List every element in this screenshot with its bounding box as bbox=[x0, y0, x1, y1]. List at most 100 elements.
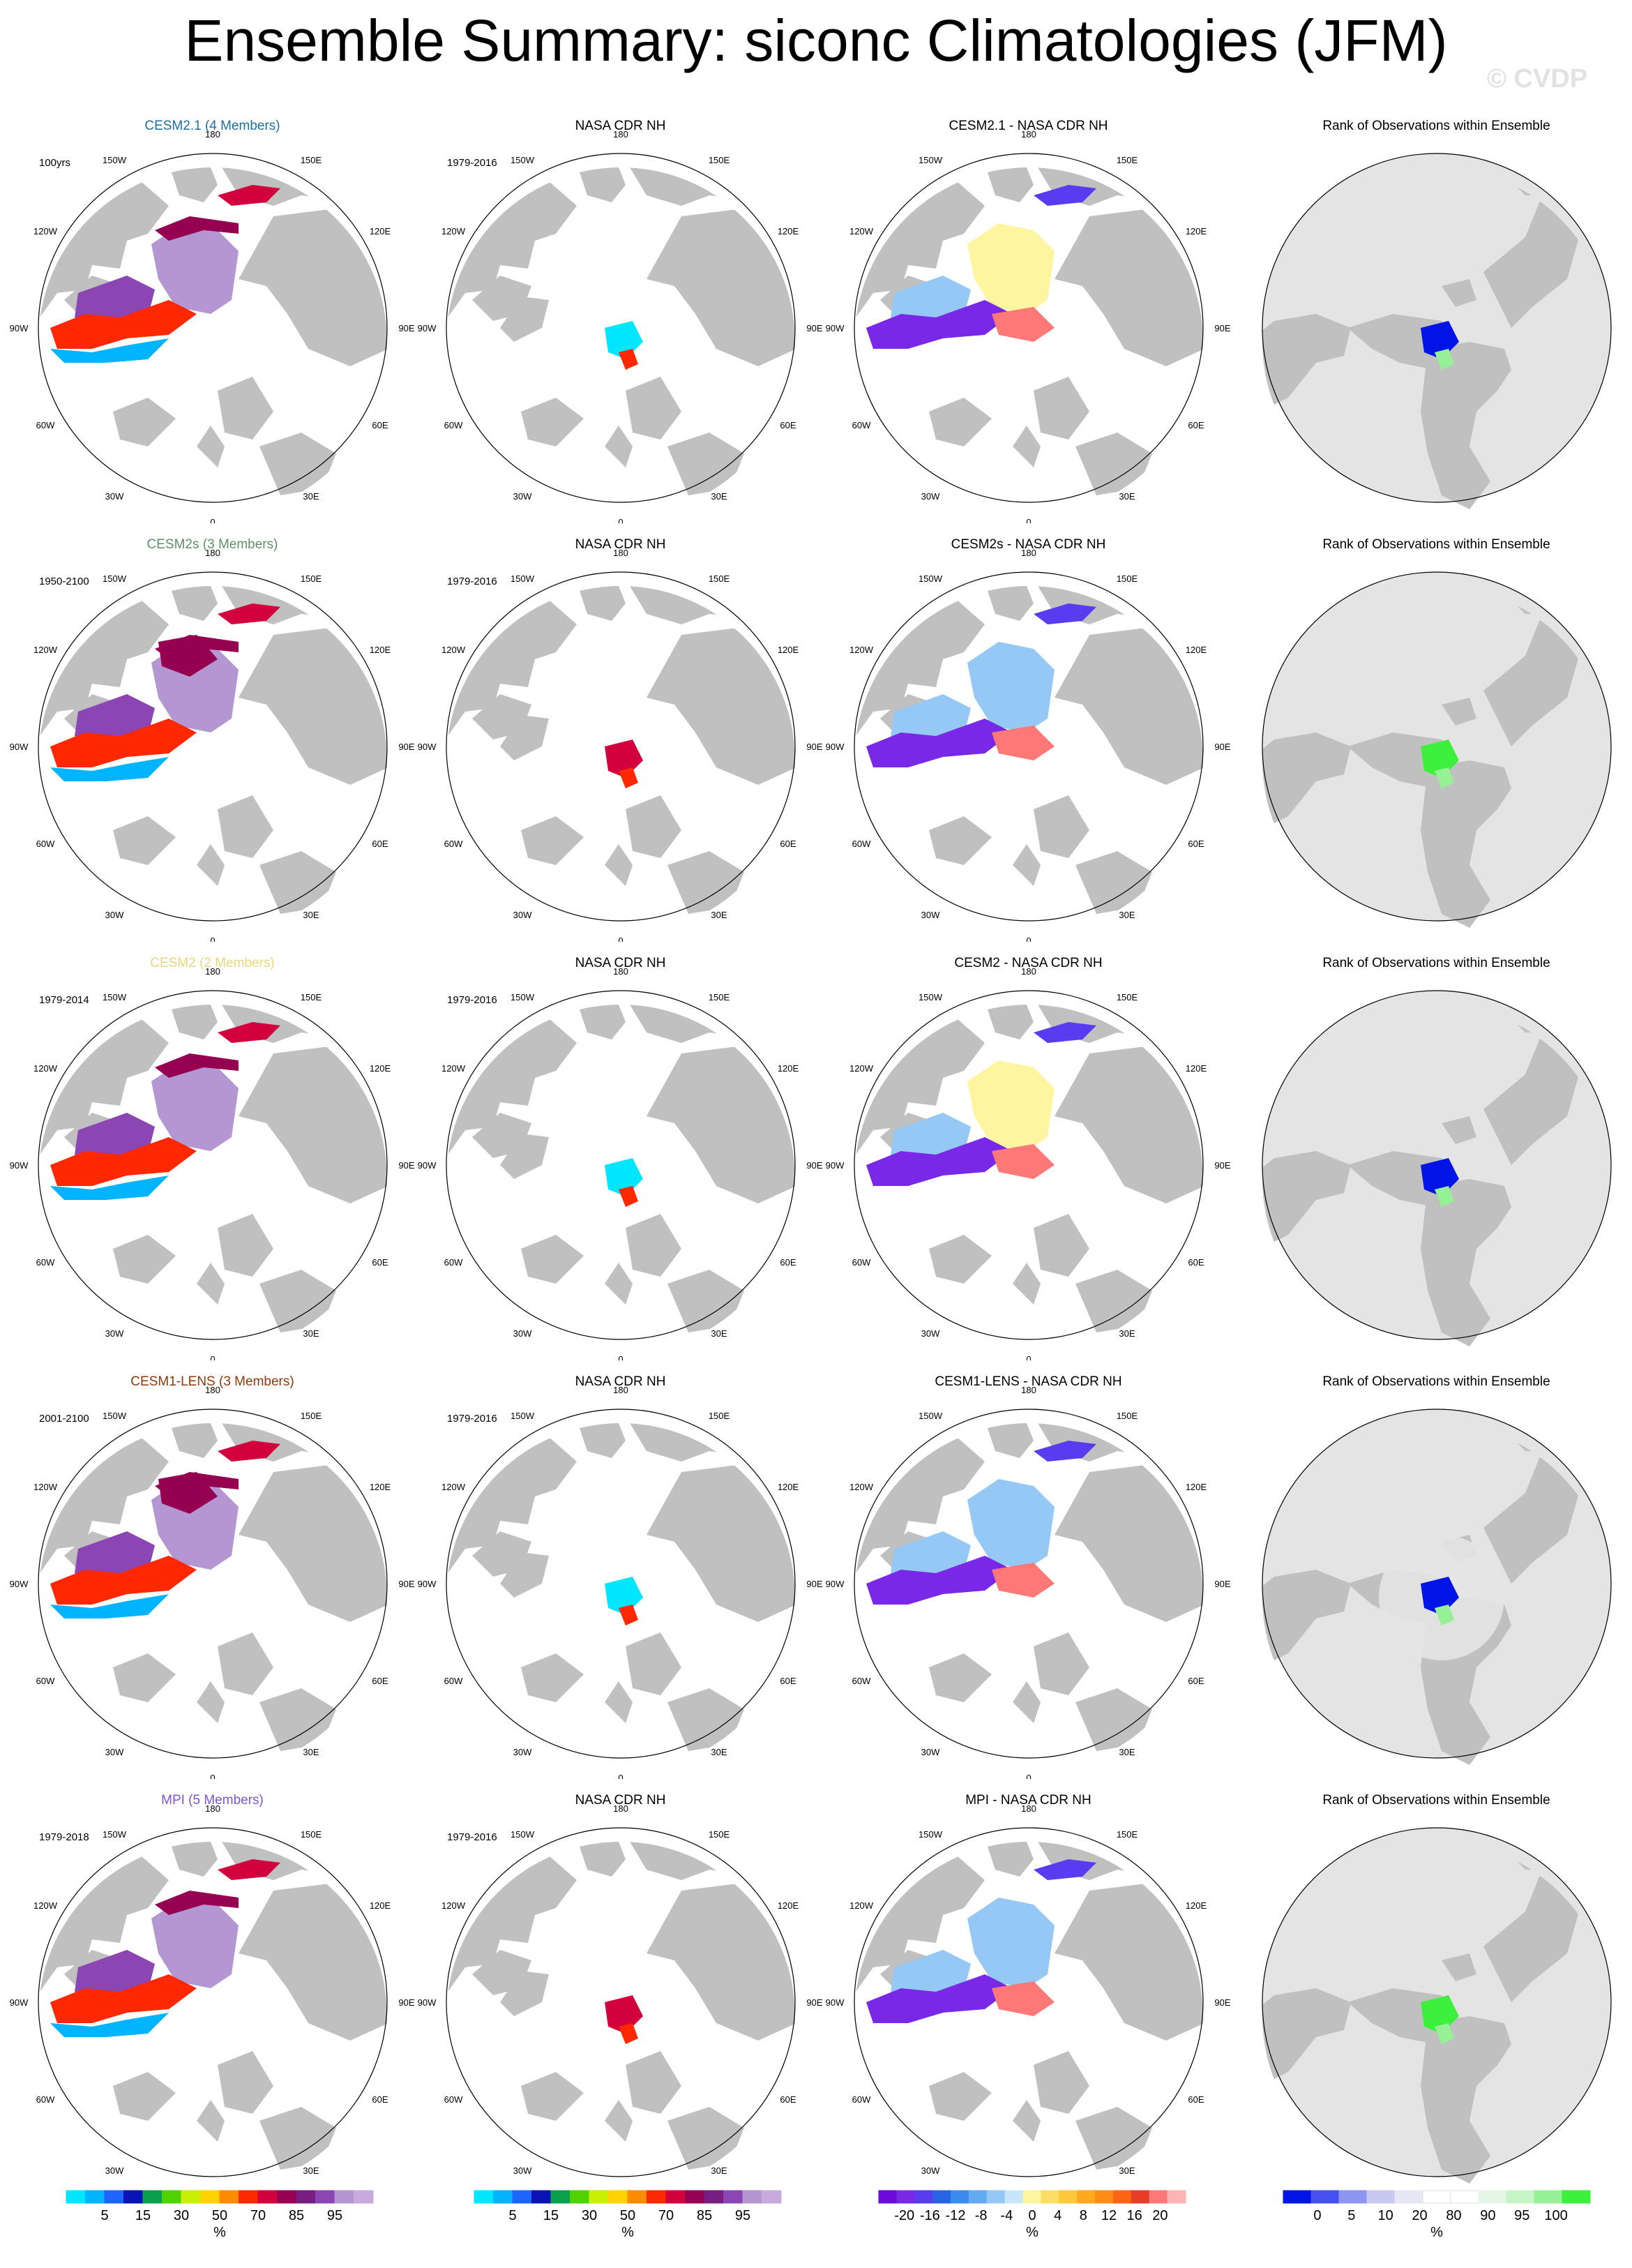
colorbar-swatch bbox=[200, 2190, 220, 2204]
colorbar-swatch bbox=[968, 2190, 988, 2204]
colorbar-swatch bbox=[1394, 2190, 1423, 2204]
longitude-label: 60W bbox=[36, 1676, 55, 1686]
panel-rank: Rank of Observations within Ensemble bbox=[1232, 523, 1632, 942]
land-mass bbox=[259, 851, 336, 914]
land-mass bbox=[1483, 188, 1581, 328]
land-mass bbox=[1013, 426, 1041, 467]
longitude-label: 60W bbox=[852, 1676, 871, 1686]
diff-barents bbox=[992, 726, 1055, 760]
ice-core bbox=[151, 1060, 239, 1151]
rank-patch bbox=[605, 1158, 643, 1196]
diff-title: CESM1-LENS - NASA CDR NH bbox=[935, 1374, 1122, 1389]
longitude-label: 90E bbox=[806, 1997, 822, 2008]
diff-atlantic bbox=[866, 719, 1013, 767]
longitude-label: 90E bbox=[398, 742, 414, 752]
rank-patch-secondary bbox=[1435, 767, 1454, 788]
land-mass bbox=[1034, 377, 1089, 440]
longitude-label: 0 bbox=[210, 1354, 215, 1360]
longitude-label: 30W bbox=[921, 1328, 940, 1339]
longitude-label: 120W bbox=[33, 645, 58, 655]
land-mass bbox=[446, 1019, 577, 1155]
longitude-label: 90E bbox=[1214, 1160, 1230, 1171]
colorbar-swatch bbox=[742, 2190, 762, 2204]
model-title: CESM2s (3 Members) bbox=[146, 537, 278, 552]
longitude-label: 120W bbox=[849, 1482, 874, 1492]
period-label: 1979-2014 bbox=[39, 994, 89, 1006]
longitude-label: 60E bbox=[372, 420, 388, 430]
ice-core bbox=[151, 223, 239, 314]
colorbar-swatch bbox=[932, 2190, 952, 2204]
diff-bering bbox=[1034, 603, 1096, 624]
longitude-label: 150W bbox=[511, 1411, 535, 1421]
ice-margin-atlantic bbox=[50, 1176, 169, 1200]
map-border bbox=[446, 1827, 796, 2177]
longitude-label: 120E bbox=[778, 1482, 799, 1492]
longitude-label: 150W bbox=[511, 992, 535, 1002]
land-mass bbox=[239, 209, 387, 366]
longitude-label: 60W bbox=[852, 839, 871, 849]
longitude-label: 150E bbox=[709, 573, 730, 584]
longitude-label: 0 bbox=[210, 936, 215, 942]
colorbar-tick-label: -4 bbox=[1000, 2208, 1013, 2223]
colorbar-swatch bbox=[951, 2190, 969, 2204]
colorbar-swatch bbox=[1422, 2190, 1451, 2204]
ice-margin-atlantic bbox=[50, 1594, 169, 1619]
colorbar-swatch bbox=[1283, 2190, 1312, 2204]
longitude-label: 120E bbox=[778, 1063, 799, 1074]
land-mass bbox=[626, 377, 681, 440]
longitude-label: 120W bbox=[33, 1063, 58, 1074]
land-mass bbox=[985, 167, 1034, 202]
longitude-label: 180 bbox=[613, 966, 628, 977]
colorbar-tick-label: -20 bbox=[894, 2208, 914, 2223]
longitude-label: 0 bbox=[1026, 1773, 1031, 1779]
rank-patch-secondary bbox=[619, 2023, 638, 2044]
land-mass bbox=[985, 586, 1034, 621]
colorbar-swatch bbox=[1450, 2190, 1479, 2204]
longitude-label: 0 bbox=[1026, 517, 1031, 523]
longitude-label: 150W bbox=[919, 1411, 943, 1421]
rank-map bbox=[1262, 1827, 1612, 2184]
colorbar-tick-label: 95 bbox=[1514, 2208, 1529, 2223]
longitude-label: 180 bbox=[1021, 1803, 1036, 1814]
map-border bbox=[38, 571, 388, 922]
longitude-label: 30E bbox=[303, 1328, 319, 1339]
colorbar-tick-label: 80 bbox=[1446, 2208, 1461, 2223]
land-mass bbox=[854, 1856, 985, 1992]
diff-bering bbox=[1034, 1441, 1096, 1462]
colorbar-swatch bbox=[627, 2190, 647, 2204]
longitude-label: 60E bbox=[780, 420, 796, 430]
colorbar-swatch bbox=[66, 2190, 86, 2204]
longitude-label: 120E bbox=[370, 1482, 391, 1492]
longitude-label: 90E bbox=[1214, 1997, 1230, 2008]
longitude-label: 120E bbox=[1186, 1063, 1207, 1074]
longitude-label: 120W bbox=[441, 1900, 466, 1911]
land-mass bbox=[1013, 2100, 1041, 2142]
longitude-label: 90W bbox=[826, 323, 845, 333]
land-mass bbox=[218, 377, 273, 440]
colorbar-tick-label: 15 bbox=[135, 2208, 151, 2223]
longitude-label: 30E bbox=[711, 2165, 727, 2176]
longitude-label: 90E bbox=[398, 1579, 414, 1589]
longitude-label: 150E bbox=[301, 992, 322, 1002]
colorbar-swatch bbox=[685, 2190, 705, 2204]
diff-title: CESM2.1 - NASA CDR NH bbox=[949, 119, 1108, 133]
longitude-label: 180 bbox=[1021, 966, 1036, 977]
land-mass bbox=[667, 2107, 744, 2170]
map-border bbox=[446, 153, 796, 503]
land-mass bbox=[626, 2051, 681, 2114]
panel-obs: 180 150E 120E 90E 60E 30E 0 30W 60W 90W 120W 150W NA… bbox=[416, 1360, 824, 1779]
map-border bbox=[1262, 990, 1612, 1340]
colorbar-unit: % bbox=[1430, 2225, 1443, 2240]
land-mass bbox=[577, 1423, 626, 1458]
panel-diff: 180150E120E90E60E30E030W60W90W120W150WMP… bbox=[824, 1779, 1232, 2198]
longitude-label: 90W bbox=[418, 742, 437, 752]
colorbar-tick-label: -16 bbox=[920, 2208, 940, 2223]
land-mass bbox=[1055, 209, 1203, 366]
colorbar-swatch bbox=[1506, 2190, 1535, 2204]
rank-patch-secondary bbox=[1435, 2023, 1454, 2044]
